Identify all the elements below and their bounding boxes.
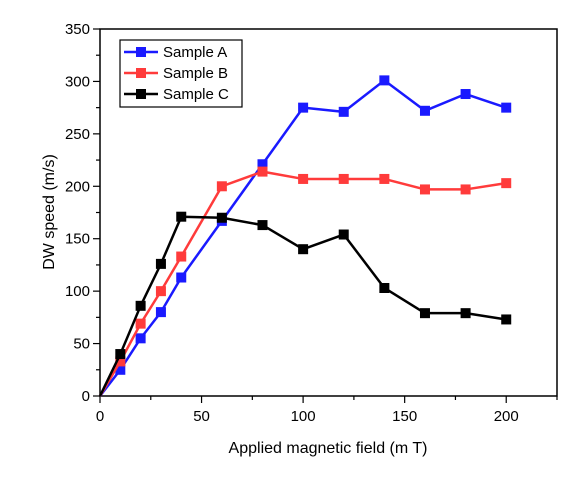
data-point bbox=[115, 364, 126, 375]
data-point bbox=[501, 314, 512, 325]
data-point bbox=[460, 184, 471, 195]
data-point bbox=[419, 308, 430, 319]
y-axis-title: DW speed (m/s) bbox=[41, 154, 58, 270]
y-tick-label: 200 bbox=[65, 178, 90, 195]
data-point bbox=[419, 105, 430, 116]
series-line bbox=[98, 215, 507, 397]
y-tick-label: 100 bbox=[65, 283, 90, 300]
x-axis-title: Applied magnetic field (m T) bbox=[229, 440, 428, 457]
data-point bbox=[135, 333, 146, 344]
data-point bbox=[257, 159, 268, 170]
data-point bbox=[460, 308, 471, 319]
data-point bbox=[257, 220, 268, 231]
data-point bbox=[460, 89, 471, 100]
data-point bbox=[338, 173, 349, 184]
data-point bbox=[419, 184, 430, 195]
y-tick-label: 150 bbox=[65, 231, 90, 248]
x-axis: 0 50 100 150 200 bbox=[96, 396, 558, 425]
series-line bbox=[99, 79, 507, 397]
data-point bbox=[115, 349, 126, 360]
x-tick-label: 50 bbox=[193, 408, 210, 425]
data-point bbox=[379, 282, 390, 293]
data-point bbox=[298, 244, 309, 255]
series-line bbox=[98, 170, 507, 397]
data-point bbox=[155, 286, 166, 297]
data-point bbox=[257, 166, 268, 177]
legend: Sample A Sample B Sample C bbox=[119, 39, 243, 108]
x-tick-label: 200 bbox=[494, 408, 519, 425]
data-point bbox=[298, 102, 309, 113]
data-point bbox=[176, 272, 187, 283]
y-tick-label: 300 bbox=[65, 73, 90, 90]
x-tick-label: 100 bbox=[291, 408, 316, 425]
series-sample-c bbox=[98, 211, 512, 397]
legend-marker bbox=[136, 89, 146, 99]
legend-marker bbox=[136, 68, 146, 78]
y-tick-label: 0 bbox=[82, 388, 90, 405]
series-sample-b bbox=[98, 166, 512, 397]
y-tick-label: 50 bbox=[73, 336, 90, 353]
data-point bbox=[216, 212, 227, 223]
legend-label: Sample A bbox=[163, 44, 227, 61]
data-point bbox=[298, 173, 309, 184]
legend-marker bbox=[136, 47, 146, 57]
data-point bbox=[501, 102, 512, 113]
legend-label: Sample C bbox=[163, 86, 229, 103]
data-point bbox=[176, 251, 187, 262]
data-point bbox=[379, 173, 390, 184]
x-tick-label: 0 bbox=[96, 408, 104, 425]
data-point bbox=[135, 318, 146, 329]
y-axis: 0 50 100 150 200 250 300 350 bbox=[65, 21, 100, 405]
data-point bbox=[501, 178, 512, 189]
data-point bbox=[155, 258, 166, 269]
data-point bbox=[216, 181, 227, 192]
y-tick-label: 250 bbox=[65, 126, 90, 143]
series-layer bbox=[98, 75, 512, 397]
data-point bbox=[155, 307, 166, 318]
series-sample-a bbox=[99, 75, 512, 397]
x-tick-label: 150 bbox=[392, 408, 417, 425]
legend-label: Sample B bbox=[163, 65, 228, 82]
data-point bbox=[135, 300, 146, 311]
data-point bbox=[338, 229, 349, 240]
data-point bbox=[379, 75, 390, 86]
data-point bbox=[115, 356, 126, 367]
data-point bbox=[338, 106, 349, 117]
y-tick-label: 350 bbox=[65, 21, 90, 38]
data-point bbox=[176, 211, 187, 222]
